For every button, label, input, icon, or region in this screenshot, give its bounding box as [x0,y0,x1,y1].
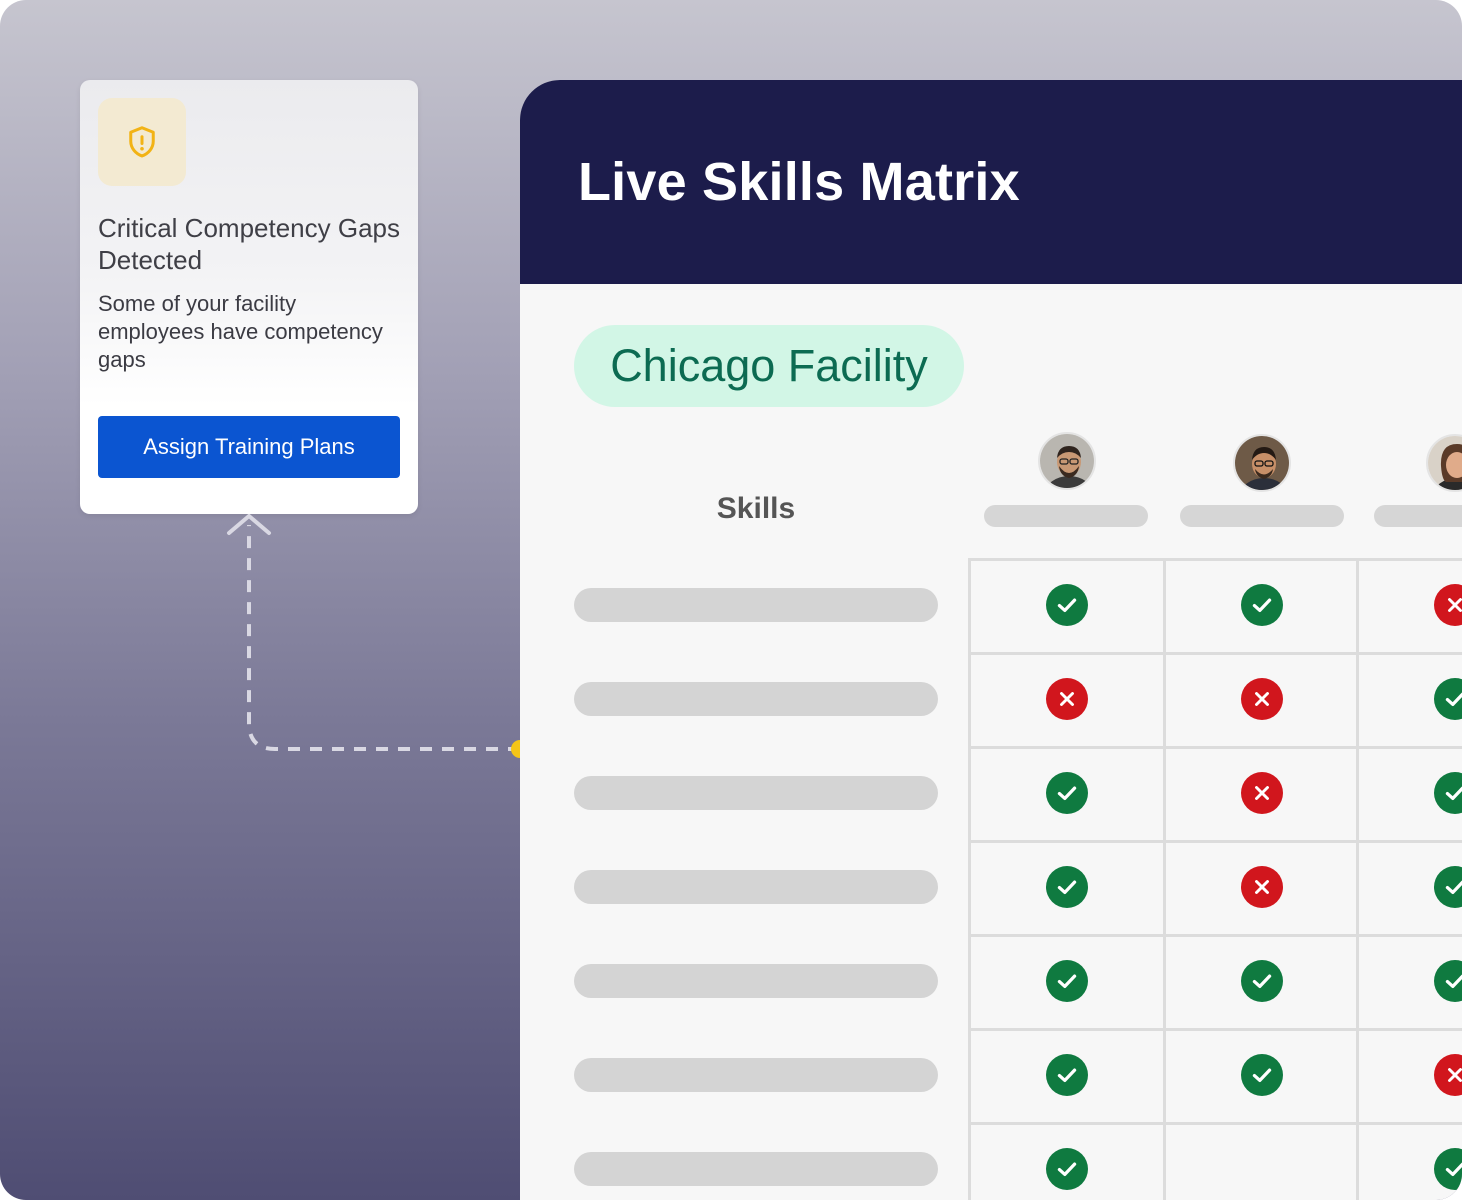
grid-line [968,558,971,1200]
competent-check-icon[interactable] [1433,772,1462,814]
employee-avatar[interactable] [1426,434,1462,492]
person-avatar-icon [1428,436,1462,490]
grid-line [968,746,1462,749]
person-avatar-icon [1235,436,1289,490]
competent-check-icon[interactable] [1433,1148,1462,1190]
person-avatar-icon [1040,434,1094,488]
employee-avatar[interactable] [1038,432,1096,490]
skill-name-placeholder [574,588,938,622]
gap-cross-icon[interactable] [1045,678,1088,720]
grid-line [968,840,1462,843]
grid-line [1163,558,1166,1200]
competent-check-icon[interactable] [1433,866,1462,908]
gap-cross-icon[interactable] [1240,866,1283,908]
competent-check-icon[interactable] [1045,584,1088,626]
employee-name-placeholder [1180,505,1344,527]
matrix-header: Live Skills Matrix [520,80,1462,284]
assign-training-plans-button[interactable]: Assign Training Plans [98,416,400,478]
competent-check-icon[interactable] [1045,960,1088,1002]
grid-line [968,558,1462,561]
gap-cross-icon[interactable] [1433,584,1462,626]
grid-line [968,1028,1462,1031]
skill-name-placeholder [574,682,938,716]
grid-line [968,1122,1462,1125]
gap-cross-icon[interactable] [1240,772,1283,814]
employee-avatar[interactable] [1233,434,1291,492]
competent-check-icon[interactable] [1045,1054,1088,1096]
skill-name-placeholder [574,1152,938,1186]
employee-name-placeholder [984,505,1148,527]
skill-name-placeholder [574,870,938,904]
matrix-title: Live Skills Matrix [578,152,1020,212]
competent-check-icon[interactable] [1433,678,1462,720]
facility-pill[interactable]: Chicago Facility [574,325,964,407]
competent-check-icon[interactable] [1045,772,1088,814]
skill-name-placeholder [574,776,938,810]
grid-line [1356,558,1359,1200]
shield-alert-icon [129,126,155,158]
skills-column-header: Skills [716,492,796,525]
alert-icon-box [98,98,186,186]
skill-name-placeholder [574,1058,938,1092]
skills-matrix-panel: Live Skills Matrix Chicago Facility Skil… [520,80,1462,1200]
arrow-up-icon [227,514,271,535]
skill-name-placeholder [574,964,938,998]
alert-card: Critical Competency Gaps Detected Some o… [80,80,418,514]
competent-check-icon[interactable] [1045,866,1088,908]
grid-line [968,934,1462,937]
competent-check-icon[interactable] [1045,1148,1088,1190]
grid-line [968,652,1462,655]
gap-cross-icon[interactable] [1433,1054,1462,1096]
gap-cross-icon[interactable] [1240,678,1283,720]
competent-check-icon[interactable] [1240,960,1283,1002]
competent-check-icon[interactable] [1240,584,1283,626]
employee-name-placeholder [1374,505,1462,527]
alert-body: Some of your facility employees have com… [98,291,383,372]
alert-title: Critical Competency Gaps Detected [98,213,400,275]
competent-check-icon[interactable] [1240,1054,1283,1096]
competent-check-icon[interactable] [1433,960,1462,1002]
